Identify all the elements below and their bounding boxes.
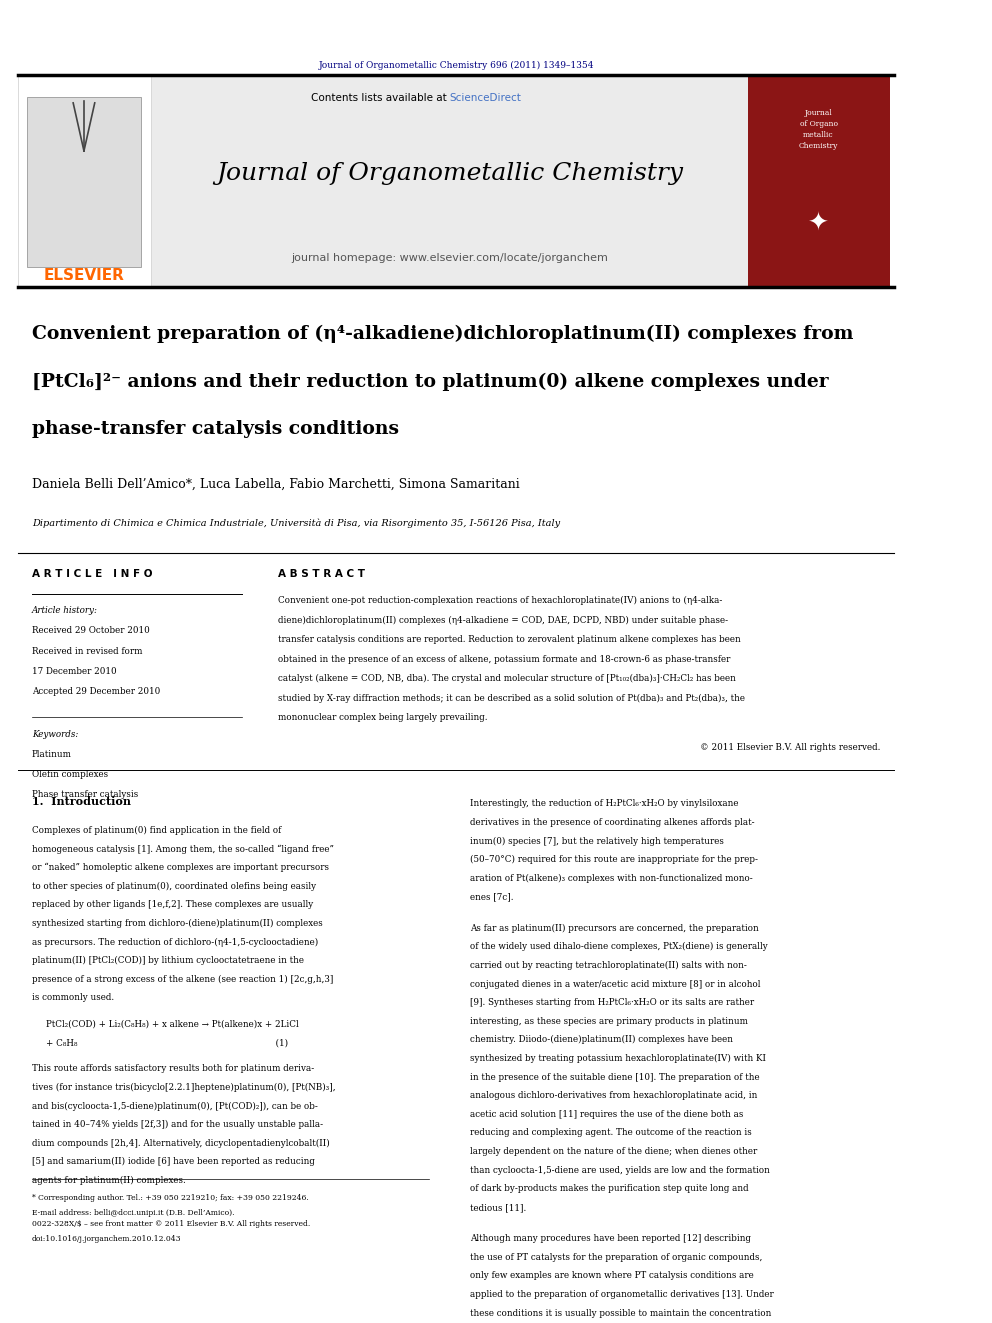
- Text: Received 29 October 2010: Received 29 October 2010: [32, 626, 150, 635]
- Text: studied by X-ray diffraction methods; it can be described as a solid solution of: studied by X-ray diffraction methods; it…: [279, 693, 745, 703]
- Text: Olefin complexes: Olefin complexes: [32, 770, 108, 779]
- Text: ScienceDirect: ScienceDirect: [449, 93, 522, 103]
- FancyBboxPatch shape: [151, 75, 748, 287]
- Text: Keywords:: Keywords:: [32, 729, 78, 738]
- Text: phase-transfer catalysis conditions: phase-transfer catalysis conditions: [32, 421, 399, 438]
- Text: synthesized starting from dichloro-(diene)platinum(II) complexes: synthesized starting from dichloro-(dien…: [32, 919, 322, 927]
- FancyBboxPatch shape: [748, 75, 890, 287]
- Text: tedious [11].: tedious [11].: [470, 1203, 526, 1212]
- Text: [9]. Syntheses starting from H₂PtCl₆·xH₂O or its salts are rather: [9]. Syntheses starting from H₂PtCl₆·xH₂…: [470, 998, 754, 1007]
- Text: acetic acid solution [11] requires the use of the diene both as: acetic acid solution [11] requires the u…: [470, 1110, 743, 1119]
- Text: ⬛: ⬛: [71, 111, 96, 153]
- Text: derivatives in the presence of coordinating alkenes affords plat-: derivatives in the presence of coordinat…: [470, 818, 755, 827]
- Text: As far as platinum(II) precursors are concerned, the preparation: As far as platinum(II) precursors are co…: [470, 923, 759, 933]
- Text: or “naked” homoleptic alkene complexes are important precursors: or “naked” homoleptic alkene complexes a…: [32, 863, 329, 872]
- Text: transfer catalysis conditions are reported. Reduction to zerovalent platinum alk: transfer catalysis conditions are report…: [279, 635, 741, 644]
- Text: is commonly used.: is commonly used.: [32, 994, 114, 1003]
- Text: largely dependent on the nature of the diene; when dienes other: largely dependent on the nature of the d…: [470, 1147, 757, 1156]
- Text: of the widely used dihalo-diene complexes, PtX₂(diene) is generally: of the widely used dihalo-diene complexe…: [470, 942, 768, 951]
- Text: carried out by reacting tetrachloroplatinate(II) salts with non-: carried out by reacting tetrachloroplati…: [470, 960, 747, 970]
- Text: mononuclear complex being largely prevailing.: mononuclear complex being largely prevai…: [279, 713, 488, 722]
- Text: as precursors. The reduction of dichloro-(η4-1,5-cyclooctadiene): as precursors. The reduction of dichloro…: [32, 938, 318, 947]
- Text: dium compounds [2h,4]. Alternatively, dicyclopentadienylcobalt(II): dium compounds [2h,4]. Alternatively, di…: [32, 1139, 329, 1148]
- Text: (50–70°C) required for this route are inappropriate for the prep-: (50–70°C) required for this route are in…: [470, 855, 758, 864]
- Text: * Corresponding author. Tel.: +39 050 2219210; fax: +39 050 2219246.: * Corresponding author. Tel.: +39 050 22…: [32, 1193, 309, 1201]
- Text: Interestingly, the reduction of H₂PtCl₆·xH₂O by vinylsiloxane: Interestingly, the reduction of H₂PtCl₆·…: [470, 799, 738, 808]
- FancyBboxPatch shape: [18, 75, 151, 287]
- Text: E-mail address: belli@dcci.unipi.it (D.B. Dell’Amico).: E-mail address: belli@dcci.unipi.it (D.B…: [32, 1209, 234, 1217]
- Text: interesting, as these species are primary products in platinum: interesting, as these species are primar…: [470, 1017, 748, 1025]
- Text: [5] and samarium(II) iodide [6] have been reported as reducing: [5] and samarium(II) iodide [6] have bee…: [32, 1158, 314, 1167]
- Text: Journal
of Organo
metallic
Chemistry: Journal of Organo metallic Chemistry: [799, 110, 838, 151]
- Text: This route affords satisfactory results both for platinum deriva-: This route affords satisfactory results …: [32, 1064, 314, 1073]
- Text: and bis(cycloocta-1,5-diene)platinum(0), [Pt(COD)₂]), can be ob-: and bis(cycloocta-1,5-diene)platinum(0),…: [32, 1102, 317, 1110]
- Text: © 2011 Elsevier B.V. All rights reserved.: © 2011 Elsevier B.V. All rights reserved…: [700, 742, 881, 751]
- Text: Daniela Belli Dell’Amico*, Luca Labella, Fabio Marchetti, Simona Samaritani: Daniela Belli Dell’Amico*, Luca Labella,…: [32, 478, 520, 491]
- Text: to other species of platinum(0), coordinated olefins being easily: to other species of platinum(0), coordin…: [32, 881, 316, 890]
- Text: Convenient preparation of (η⁴-alkadiene)dichloroplatinum(II) complexes from: Convenient preparation of (η⁴-alkadiene)…: [32, 324, 853, 343]
- Text: platinum(II) [PtCl₂(COD)] by lithium cyclooctatetraene in the: platinum(II) [PtCl₂(COD)] by lithium cyc…: [32, 957, 304, 966]
- Text: replaced by other ligands [1e,f,2]. These complexes are usually: replaced by other ligands [1e,f,2]. Thes…: [32, 900, 313, 909]
- Text: Accepted 29 December 2010: Accepted 29 December 2010: [32, 687, 160, 696]
- Text: of dark by-products makes the purification step quite long and: of dark by-products makes the purificati…: [470, 1184, 749, 1193]
- Text: tained in 40–74% yields [2f,3]) and for the usually unstable palla-: tained in 40–74% yields [2f,3]) and for …: [32, 1121, 323, 1130]
- Text: A B S T R A C T: A B S T R A C T: [279, 569, 365, 578]
- Text: Complexes of platinum(0) find application in the field of: Complexes of platinum(0) find applicatio…: [32, 826, 282, 835]
- Text: Although many procedures have been reported [12] describing: Although many procedures have been repor…: [470, 1234, 751, 1244]
- Text: Platinum: Platinum: [32, 750, 72, 758]
- Text: synthesized by treating potassium hexachloroplatinate(IV) with KI: synthesized by treating potassium hexach…: [470, 1054, 766, 1064]
- Text: obtained in the presence of an excess of alkene, potassium formate and 18-crown-: obtained in the presence of an excess of…: [279, 655, 731, 664]
- Text: conjugated dienes in a water/acetic acid mixture [8] or in alcohol: conjugated dienes in a water/acetic acid…: [470, 979, 761, 988]
- Text: Journal of Organometallic Chemistry: Journal of Organometallic Chemistry: [216, 163, 683, 185]
- Text: [PtCl₆]²⁻ anions and their reduction to platinum(0) alkene complexes under: [PtCl₆]²⁻ anions and their reduction to …: [32, 372, 828, 390]
- Text: the use of PT catalysts for the preparation of organic compounds,: the use of PT catalysts for the preparat…: [470, 1253, 762, 1262]
- Text: applied to the preparation of organometallic derivatives [13]. Under: applied to the preparation of organometa…: [470, 1290, 774, 1299]
- Text: enes [7c].: enes [7c].: [470, 893, 514, 901]
- Text: ✦: ✦: [808, 212, 829, 235]
- Text: 0022-328X/$ – see front matter © 2011 Elsevier B.V. All rights reserved.: 0022-328X/$ – see front matter © 2011 El…: [32, 1220, 310, 1228]
- Text: catalyst (alkene = COD, NB, dba). The crystal and molecular structure of [Pt₁₀₂(: catalyst (alkene = COD, NB, dba). The cr…: [279, 675, 736, 684]
- Text: 17 December 2010: 17 December 2010: [32, 667, 117, 676]
- Text: these conditions it is usually possible to maintain the concentration: these conditions it is usually possible …: [470, 1308, 772, 1318]
- Text: doi:10.1016/j.jorganchem.2010.12.043: doi:10.1016/j.jorganchem.2010.12.043: [32, 1236, 182, 1244]
- Text: Contents lists available at: Contents lists available at: [310, 93, 449, 103]
- Text: ELSEVIER: ELSEVIER: [44, 269, 124, 283]
- Text: + C₈H₈                                                                        (1: + C₈H₈ (1: [46, 1039, 288, 1046]
- Text: Phase transfer catalysis: Phase transfer catalysis: [32, 790, 138, 799]
- Text: than cycloocta-1,5-diene are used, yields are low and the formation: than cycloocta-1,5-diene are used, yield…: [470, 1166, 770, 1175]
- Text: reducing and complexing agent. The outcome of the reaction is: reducing and complexing agent. The outco…: [470, 1129, 752, 1138]
- Text: Journal of Organometallic Chemistry 696 (2011) 1349–1354: Journal of Organometallic Chemistry 696 …: [318, 61, 594, 70]
- Text: PtCl₂(COD) + Li₂(C₈H₈) + x alkene → Pt(alkene)x + 2LiCl: PtCl₂(COD) + Li₂(C₈H₈) + x alkene → Pt(a…: [46, 1020, 299, 1028]
- Text: homogeneous catalysis [1]. Among them, the so-called “ligand free”: homogeneous catalysis [1]. Among them, t…: [32, 844, 334, 853]
- Text: chemistry. Diiodo-(diene)platinum(II) complexes have been: chemistry. Diiodo-(diene)platinum(II) co…: [470, 1036, 733, 1044]
- Text: inum(0) species [7], but the relatively high temperatures: inum(0) species [7], but the relatively …: [470, 836, 724, 845]
- Text: agents for platinum(II) complexes.: agents for platinum(II) complexes.: [32, 1176, 186, 1185]
- Text: journal homepage: www.elsevier.com/locate/jorganchem: journal homepage: www.elsevier.com/locat…: [292, 253, 608, 263]
- Text: A R T I C L E   I N F O: A R T I C L E I N F O: [32, 569, 153, 578]
- Text: aration of Pt(alkene)₃ complexes with non-functionalized mono-: aration of Pt(alkene)₃ complexes with no…: [470, 875, 753, 882]
- Text: Article history:: Article history:: [32, 606, 98, 615]
- Text: Convenient one-pot reduction-complexation reactions of hexachloroplatinate(IV) a: Convenient one-pot reduction-complexatio…: [279, 597, 723, 606]
- Text: only few examples are known where PT catalysis conditions are: only few examples are known where PT cat…: [470, 1271, 754, 1281]
- Text: tives (for instance tris(bicyclo[2.2.1]heptene)platinum(0), [Pt(NB)₃],: tives (for instance tris(bicyclo[2.2.1]h…: [32, 1084, 335, 1091]
- Text: Dipartimento di Chimica e Chimica Industriale, Università di Pisa, via Risorgime: Dipartimento di Chimica e Chimica Indust…: [32, 519, 560, 528]
- Text: in the presence of the suitable diene [10]. The preparation of the: in the presence of the suitable diene [1…: [470, 1073, 760, 1082]
- Text: Received in revised form: Received in revised form: [32, 647, 143, 655]
- Text: presence of a strong excess of the alkene (see reaction 1) [2c,g,h,3]: presence of a strong excess of the alken…: [32, 975, 333, 984]
- FancyBboxPatch shape: [28, 97, 142, 267]
- Text: 1.  Introduction: 1. Introduction: [32, 795, 131, 807]
- Text: diene)dichloroplatinum(II) complexes (η4-alkadiene = COD, DAE, DCPD, NBD) under : diene)dichloroplatinum(II) complexes (η4…: [279, 615, 728, 624]
- Text: analogous dichloro-derivatives from hexachloroplatinate acid, in: analogous dichloro-derivatives from hexa…: [470, 1091, 757, 1101]
